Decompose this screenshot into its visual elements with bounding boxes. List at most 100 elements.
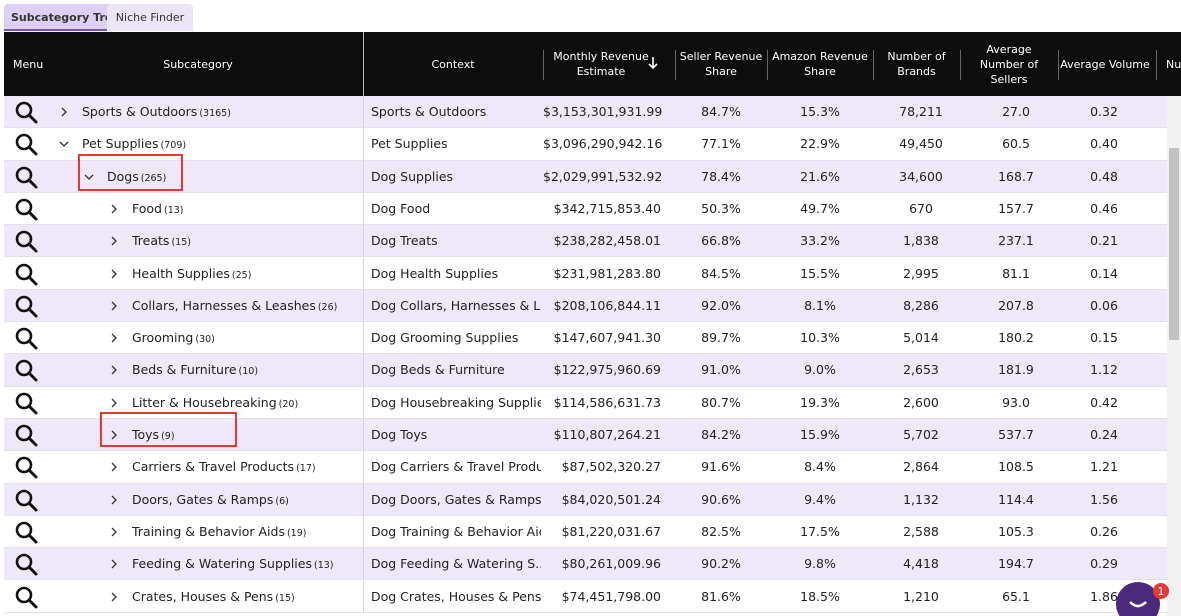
expand-toggle[interactable] <box>109 204 119 214</box>
column-header[interactable]: Number of Brands <box>887 50 946 78</box>
scrollbar[interactable] <box>1167 96 1181 616</box>
revenue-cell: $122,975,960.69 <box>553 362 661 378</box>
search-icon[interactable] <box>15 263 39 287</box>
amazon-share-cell: 22.9% <box>800 136 840 152</box>
search-icon[interactable] <box>15 230 39 254</box>
sellers-cell: 180.2 <box>998 330 1034 346</box>
subcategory-count: (9) <box>161 431 175 442</box>
subcategory-name[interactable]: Crates, Houses & Pens <box>132 588 274 604</box>
subcategory-name[interactable]: Sports & Outdoors <box>82 104 198 119</box>
expand-toggle[interactable] <box>59 107 69 117</box>
expand-toggle[interactable] <box>109 592 119 602</box>
column-header[interactable]: Monthly Revenue Estimate <box>553 50 649 78</box>
search-icon[interactable] <box>15 133 39 157</box>
subcategory-cell[interactable]: Litter & Housebreaking (20) <box>132 387 298 419</box>
subcategory-name[interactable]: Toys <box>132 427 160 442</box>
search-icon[interactable] <box>15 392 39 416</box>
subcategory-cell[interactable]: Doors, Gates & Ramps (6) <box>132 484 289 516</box>
subcategory-name[interactable]: Feeding & Watering Supplies <box>132 556 312 572</box>
subcategory-name[interactable]: Beds & Furniture <box>132 362 237 378</box>
brands-cell: 34,600 <box>899 168 943 184</box>
subcategory-cell[interactable]: Health Supplies (25) <box>132 258 251 290</box>
expand-toggle[interactable] <box>84 172 94 182</box>
seller-share-cell: 92.0% <box>701 297 741 313</box>
chat-widget[interactable]: 1 <box>1110 576 1181 616</box>
search-icon[interactable] <box>15 327 39 351</box>
column-header[interactable]: Nu <box>1166 57 1181 71</box>
subcategory-count: (265) <box>140 172 167 184</box>
seller-share-cell: 84.7% <box>701 104 741 119</box>
subcategory-name[interactable]: Collars, Harnesses & Leashes <box>132 297 316 313</box>
expand-toggle[interactable] <box>109 559 119 569</box>
subcategory-cell[interactable]: Crates, Houses & Pens (15) <box>132 581 295 613</box>
context-cell: Dog Carriers & Travel Produ... <box>371 459 541 475</box>
tab[interactable]: Subcategory Tree <box>4 4 127 31</box>
subcategory-cell[interactable]: Pet Supplies (709) <box>82 128 186 160</box>
expand-toggle[interactable] <box>109 398 119 408</box>
subcategory-cell[interactable]: Grooming (30) <box>132 322 215 354</box>
context-cell: Pet Supplies <box>371 136 448 152</box>
search-icon[interactable] <box>15 489 39 513</box>
subcategory-name[interactable]: Treats <box>132 233 170 249</box>
sort-icon[interactable] <box>647 56 659 70</box>
subcategory-name[interactable]: Training & Behavior Aids <box>132 523 285 539</box>
expand-toggle[interactable] <box>109 430 119 440</box>
revenue-cell: $342,715,853.40 <box>553 200 661 216</box>
search-icon[interactable] <box>15 521 39 545</box>
expand-toggle[interactable] <box>109 333 119 343</box>
subcategory-cell[interactable]: Sports & Outdoors (3165) <box>82 96 231 128</box>
subcategory-name[interactable]: Health Supplies <box>132 265 230 281</box>
subcategory-name[interactable]: Food <box>132 200 162 216</box>
search-icon[interactable] <box>15 166 39 190</box>
expand-toggle[interactable] <box>109 495 119 505</box>
subcategory-cell[interactable]: Training & Behavior Aids (19) <box>132 516 306 548</box>
expand-toggle[interactable] <box>109 527 119 537</box>
search-icon[interactable] <box>15 553 39 577</box>
search-icon[interactable] <box>15 424 39 448</box>
scrollbar-thumb[interactable] <box>1169 148 1179 340</box>
column-header[interactable]: Average Volume <box>1060 57 1150 71</box>
expand-toggle[interactable] <box>59 139 69 149</box>
column-header[interactable]: Average Number of Sellers <box>979 42 1039 86</box>
subcategory-name[interactable]: Dogs <box>107 168 139 184</box>
expand-toggle[interactable] <box>109 301 119 311</box>
volume-cell: 1.12 <box>1090 362 1118 378</box>
table-row: Grooming (30) Dog Grooming Supplies $147,60… <box>4 322 1167 355</box>
subcategory-cell[interactable]: Feeding & Watering Supplies (13) <box>132 548 334 580</box>
column-header[interactable]: Context <box>431 57 475 71</box>
subcategory-cell[interactable]: Carriers & Travel Products (17) <box>132 451 316 483</box>
header-divider <box>767 50 768 80</box>
seller-share-cell: 77.1% <box>701 136 741 152</box>
search-icon[interactable] <box>15 101 39 125</box>
expand-toggle[interactable] <box>109 269 119 279</box>
amazon-share-cell: 17.5% <box>800 523 840 539</box>
subcategory-cell[interactable]: Dogs (265) <box>107 161 166 193</box>
tab[interactable]: Niche Finder <box>107 4 193 31</box>
search-icon[interactable] <box>15 586 39 610</box>
subcategory-cell[interactable]: Collars, Harnesses & Leashes (26) <box>132 290 337 322</box>
subcategory-cell[interactable]: Beds & Furniture (10) <box>132 354 258 386</box>
subcategory-cell[interactable]: Food (13) <box>132 193 184 225</box>
search-icon[interactable] <box>15 295 39 319</box>
expand-toggle[interactable] <box>109 236 119 246</box>
subcategory-name[interactable]: Litter & Housebreaking <box>132 394 277 410</box>
table-row: Doors, Gates & Ramps (6) Dog Doors, Gates … <box>4 483 1167 516</box>
column-header[interactable]: Amazon Revenue Share <box>772 50 868 78</box>
header-divider <box>1058 50 1059 80</box>
column-header[interactable]: Seller Revenue Share <box>679 50 763 78</box>
search-icon[interactable] <box>15 359 39 383</box>
subcategory-name[interactable]: Pet Supplies <box>82 136 159 152</box>
search-icon[interactable] <box>15 198 39 222</box>
subcategory-name[interactable]: Doors, Gates & Ramps <box>132 491 274 507</box>
volume-cell: 0.32 <box>1090 104 1118 119</box>
brands-cell: 1,210 <box>903 588 939 604</box>
brands-cell: 1,838 <box>903 233 939 249</box>
subcategory-cell[interactable]: Toys (9) <box>132 419 175 451</box>
subcategory-cell[interactable]: Treats (15) <box>132 225 191 257</box>
subcategory-name[interactable]: Carriers & Travel Products <box>132 459 295 475</box>
subcategory-name[interactable]: Grooming <box>132 330 194 346</box>
expand-toggle[interactable] <box>109 462 119 472</box>
search-icon[interactable] <box>15 456 39 480</box>
expand-toggle[interactable] <box>109 365 119 375</box>
